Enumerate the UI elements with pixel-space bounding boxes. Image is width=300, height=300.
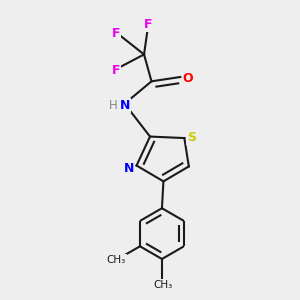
Text: CH₃: CH₃ — [154, 280, 173, 290]
Text: N: N — [124, 162, 134, 175]
Text: CH₃: CH₃ — [107, 255, 126, 265]
Text: H: H — [109, 99, 118, 112]
Text: F: F — [144, 18, 153, 31]
Text: O: O — [183, 72, 193, 85]
Text: F: F — [111, 27, 120, 40]
Text: F: F — [111, 64, 120, 77]
Text: N: N — [119, 99, 130, 112]
Text: S: S — [187, 131, 196, 144]
